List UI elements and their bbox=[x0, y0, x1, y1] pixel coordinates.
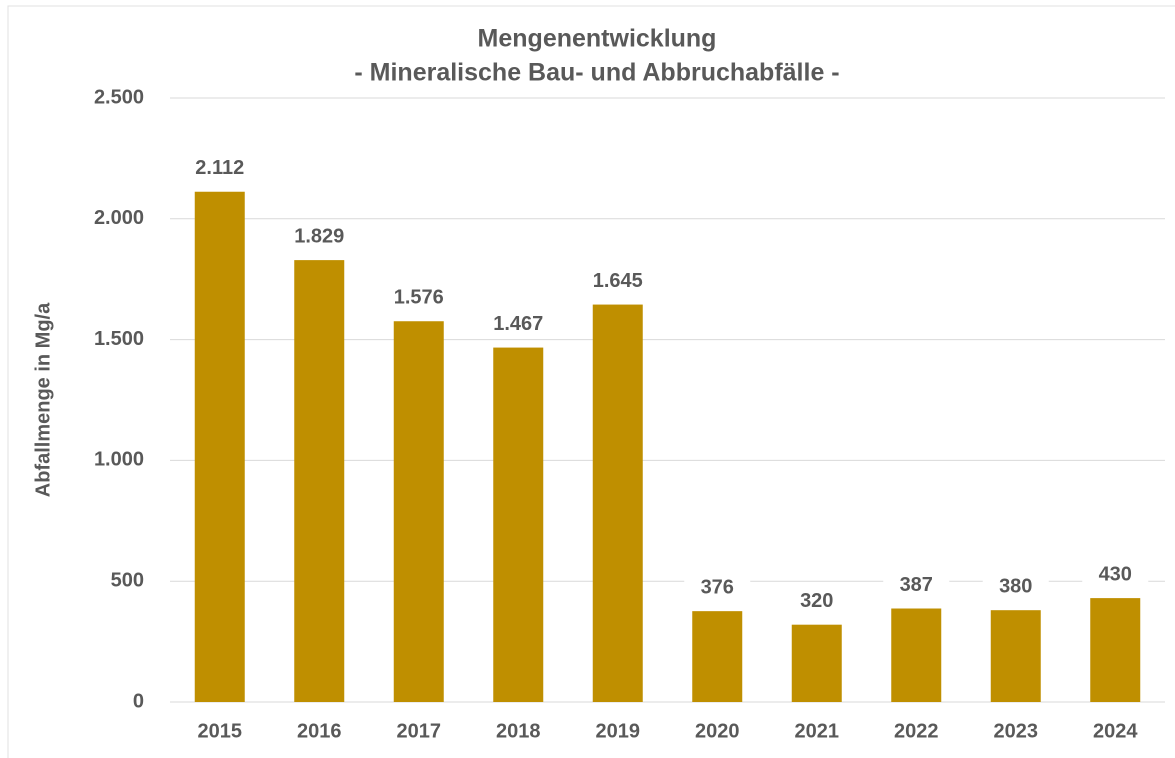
x-tick-label: 2019 bbox=[596, 720, 641, 742]
value-label-bg bbox=[584, 267, 651, 294]
x-tick-label: 2018 bbox=[496, 720, 541, 742]
x-tick-label: 2015 bbox=[198, 720, 243, 742]
bar bbox=[891, 608, 942, 702]
value-label-bg bbox=[186, 154, 253, 181]
y-tick-label: 2.000 bbox=[94, 207, 144, 229]
x-tick-label: 2021 bbox=[795, 720, 840, 742]
value-label: 376 bbox=[701, 576, 734, 598]
value-label: 380 bbox=[999, 575, 1032, 597]
value-label-bg bbox=[485, 310, 552, 337]
bar bbox=[294, 260, 345, 702]
y-tick-label: 2.500 bbox=[94, 86, 144, 108]
y-tick-label: 1.000 bbox=[94, 449, 144, 471]
bar bbox=[1090, 598, 1141, 702]
chart-title: Mengenentwicklung bbox=[478, 25, 717, 53]
value-label: 1.467 bbox=[493, 313, 543, 335]
chart-border bbox=[7, 5, 1175, 758]
value-label: 387 bbox=[900, 574, 933, 596]
value-label: 430 bbox=[1099, 563, 1132, 585]
value-label-bg bbox=[385, 284, 452, 311]
value-label-bg bbox=[1082, 561, 1149, 588]
x-tick-label: 2016 bbox=[297, 720, 342, 742]
bar bbox=[692, 611, 743, 702]
value-label-bg bbox=[684, 574, 751, 601]
bar bbox=[990, 610, 1041, 702]
chart-subtitle: - Mineralische Bau- und Abbruchabfälle - bbox=[354, 59, 839, 87]
bar bbox=[592, 304, 643, 702]
x-tick-label: 2022 bbox=[894, 720, 939, 742]
value-label-bg bbox=[783, 587, 850, 614]
value-label: 1.829 bbox=[294, 225, 344, 247]
bar bbox=[393, 321, 444, 702]
value-label: 2.112 bbox=[195, 157, 244, 179]
x-tick-label: 2017 bbox=[397, 720, 442, 742]
y-axis-label: Abfallmenge in Mg/a bbox=[32, 302, 54, 497]
value-label: 320 bbox=[800, 590, 833, 612]
value-label-bg bbox=[286, 223, 353, 250]
x-tick-label: 2024 bbox=[1093, 720, 1138, 742]
y-tick-label: 1.500 bbox=[94, 328, 144, 350]
x-tick-label: 2020 bbox=[695, 720, 740, 742]
y-tick-label: 500 bbox=[111, 569, 144, 591]
bar bbox=[493, 347, 544, 702]
value-label-bg bbox=[883, 571, 950, 598]
value-label: 1.645 bbox=[593, 270, 643, 292]
value-label-bg bbox=[982, 573, 1049, 600]
x-tick-label: 2023 bbox=[994, 720, 1039, 742]
bar bbox=[194, 191, 245, 703]
y-tick-label: 0 bbox=[133, 690, 144, 712]
bar bbox=[791, 624, 842, 702]
value-label: 1.576 bbox=[394, 287, 444, 309]
